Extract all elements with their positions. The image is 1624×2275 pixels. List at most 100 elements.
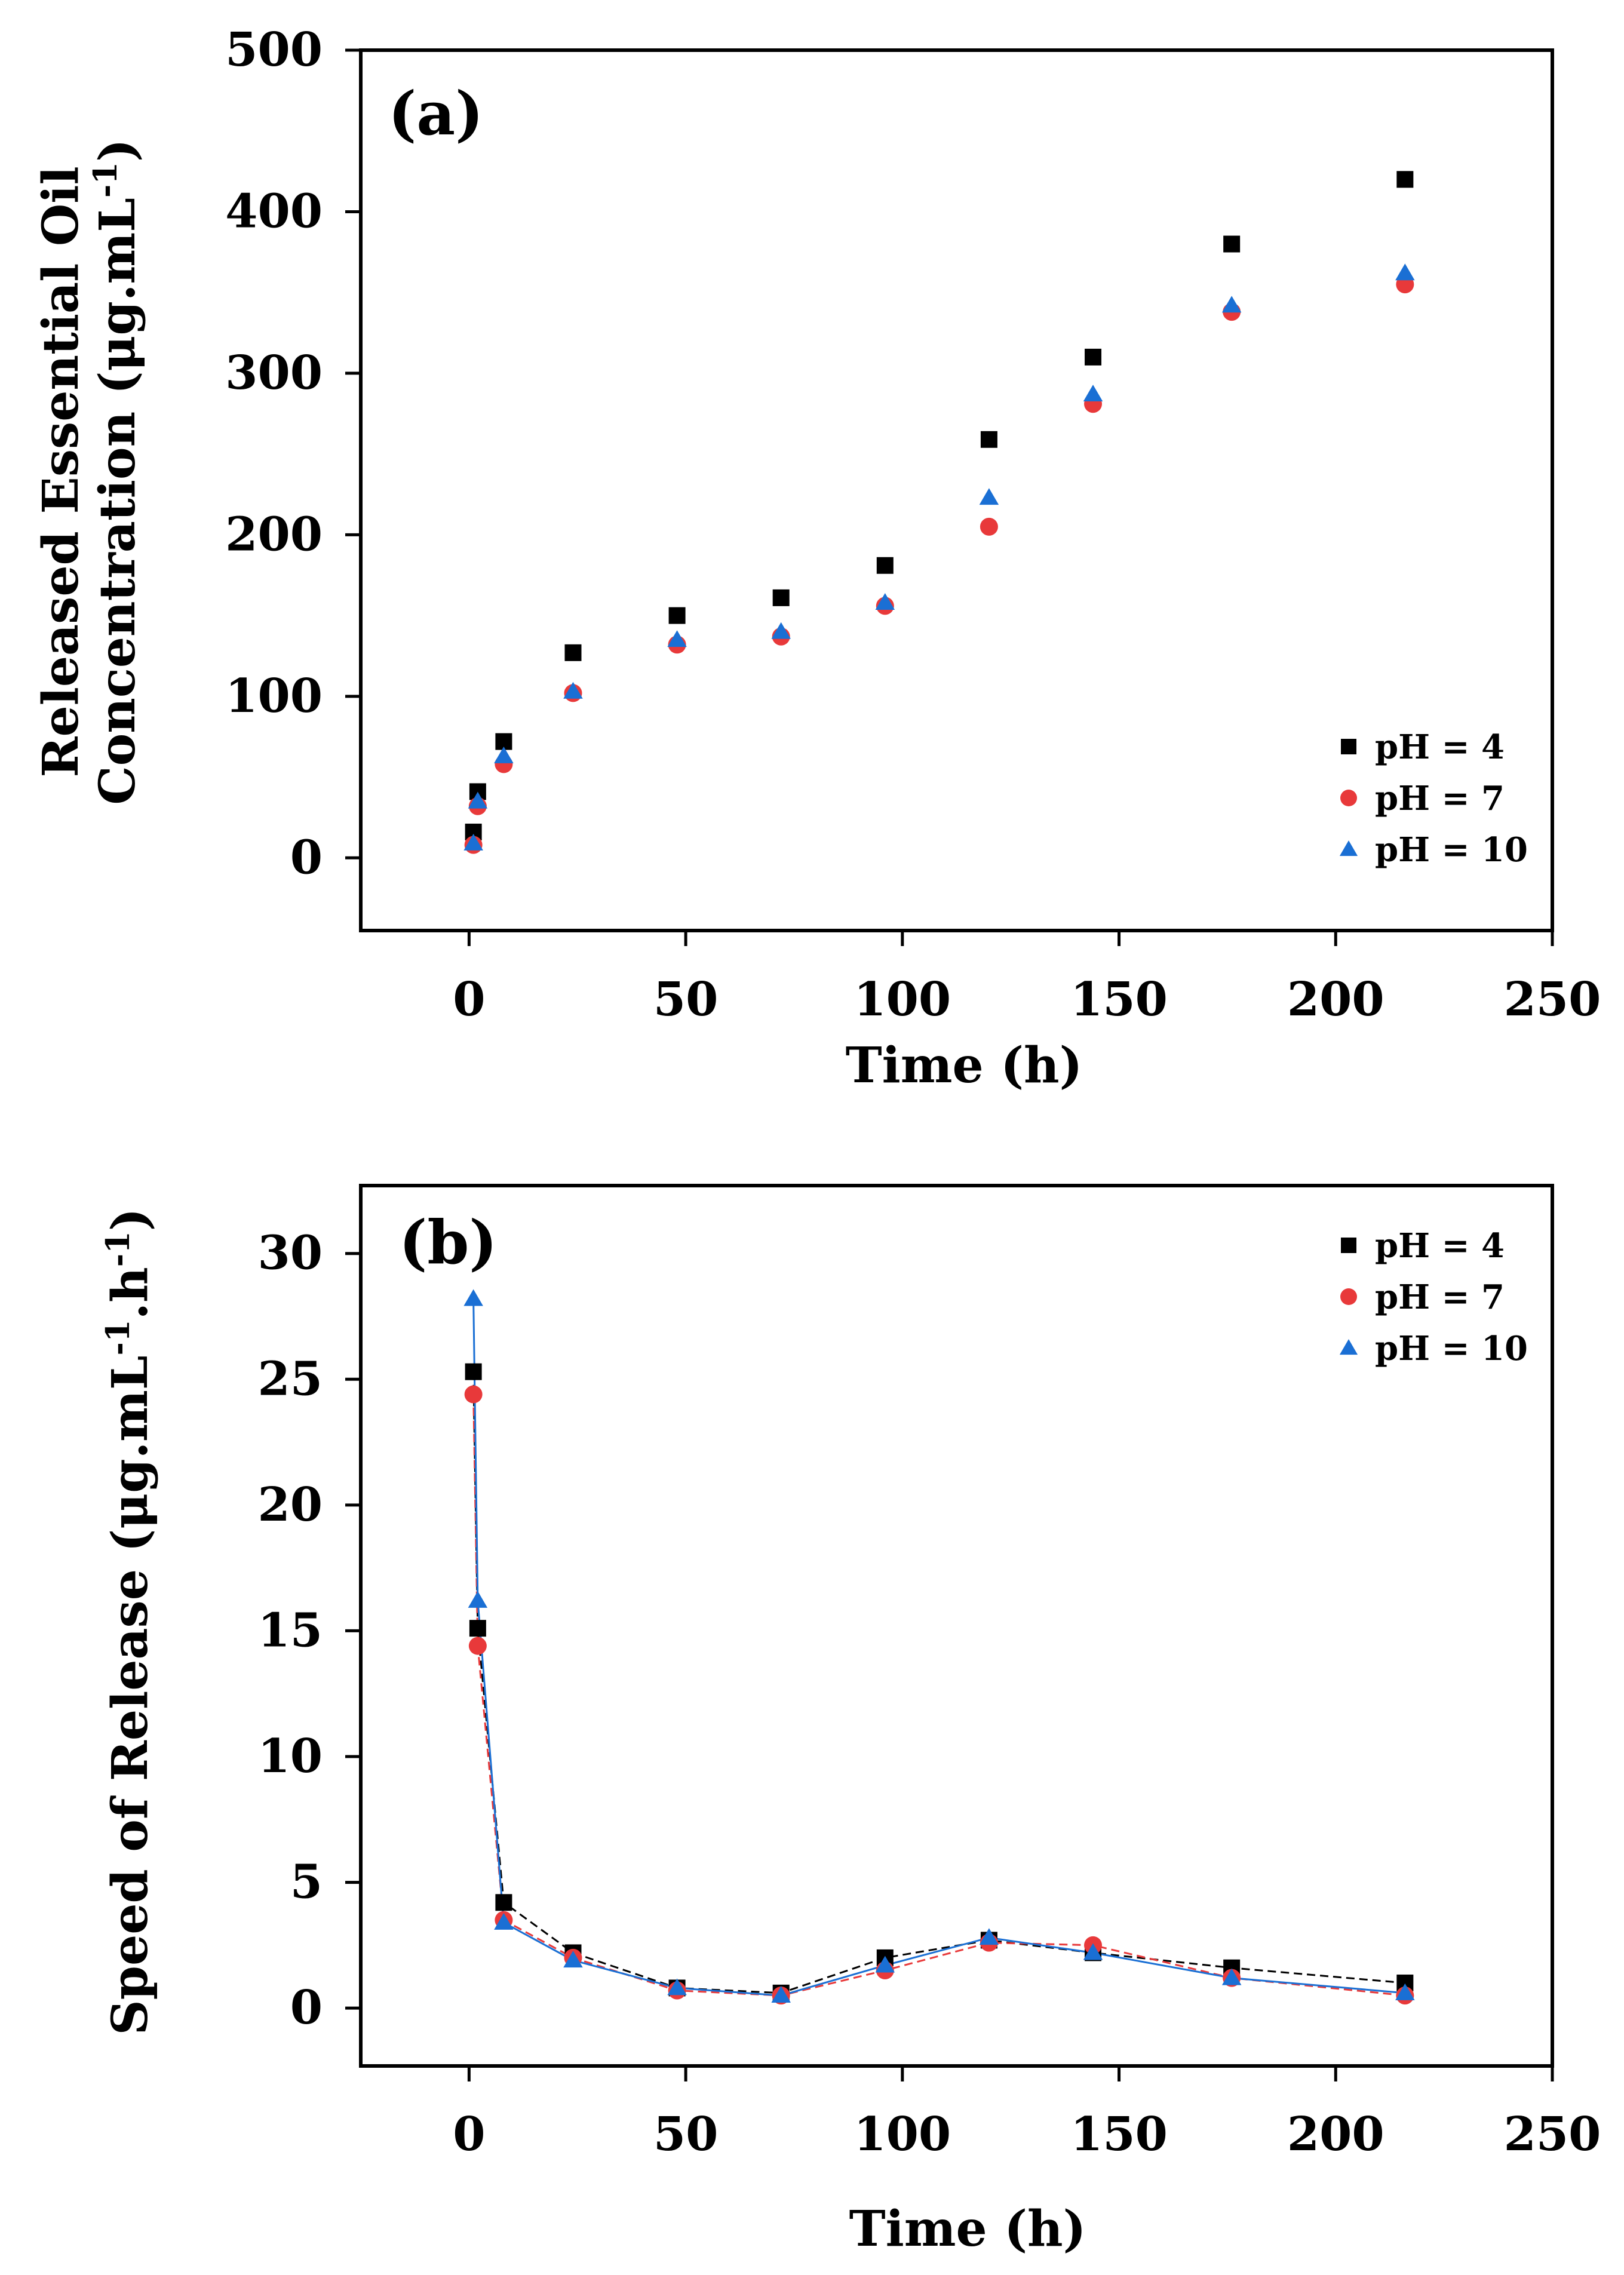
data-point [979, 1928, 999, 1945]
data-point [980, 431, 997, 448]
chart-a: 0 50 100 150 200 250 0 100 200 300 400 500 (a) Time… [32, 23, 1601, 1094]
data-point [468, 791, 488, 809]
y-tick-label: 5 [290, 1855, 323, 1909]
chart-b-y-label-sup2: -1 [99, 1231, 137, 1267]
legend-marker [1341, 1238, 1356, 1253]
chart-b-legend: pH = 4 pH = 7 pH = 10 [1339, 1226, 1528, 1368]
legend-marker [1340, 1288, 1357, 1305]
x-tick-label: 150 [1070, 972, 1168, 1027]
data-point [875, 593, 895, 610]
x-tick-label: 250 [1504, 2107, 1601, 2162]
data-point [979, 488, 999, 505]
data-point [1083, 1943, 1103, 1960]
y-tick-label: 10 [257, 1729, 323, 1783]
y-tick-label: 200 [225, 507, 323, 561]
series-line [472, 1371, 1405, 1994]
data-point [1395, 1983, 1415, 2000]
chart-a-y-label-line1: Released Essential Oil [32, 166, 90, 777]
data-point [494, 746, 514, 763]
data-point [771, 1986, 791, 2003]
chart-b-y-label-mid: .h [102, 1267, 159, 1319]
data-point [494, 1912, 514, 1930]
data-point [563, 1951, 583, 1968]
chart-b-lines [472, 1298, 1405, 1997]
chart-a-y-label-line2: Concentration (μg.mL-1) [86, 139, 146, 805]
x-tick-label: 50 [653, 972, 719, 1027]
chart-b-marks [463, 1289, 1415, 2005]
legend-label: pH = 7 [1375, 1278, 1505, 1317]
legend-marker [1339, 840, 1358, 856]
y-tick-label: 500 [225, 23, 323, 77]
data-point [980, 517, 998, 536]
x-tick-label: 150 [1070, 2107, 1168, 2162]
data-point [463, 833, 483, 851]
data-point [563, 681, 583, 699]
data-point [667, 1978, 687, 1995]
y-tick-label: 0 [290, 1981, 323, 2035]
x-tick-label: 100 [854, 2107, 951, 2162]
data-point [465, 1363, 482, 1380]
data-point [463, 1289, 483, 1306]
data-point [1083, 385, 1103, 402]
chart-a-x-axis-label: Time (h) [846, 1037, 1083, 1094]
chart-a-y-label-sup: -1 [86, 162, 124, 198]
chart-a-axes: 0 50 100 150 200 250 0 100 200 300 400 500 [225, 23, 1601, 1027]
legend-label: pH = 4 [1375, 727, 1505, 767]
y-tick-label: 100 [225, 669, 323, 723]
data-point [1221, 296, 1242, 313]
x-tick-label: 200 [1287, 2107, 1384, 2162]
data-point [495, 1894, 512, 1911]
chart-b: 0 50 100 150 200 250 0 5 10 15 20 25 30 (b) Time (h)… [99, 1184, 1601, 2258]
x-tick-label: 200 [1287, 972, 1384, 1027]
chart-a-plot-frame [359, 48, 1554, 932]
chart-b-plot-frame [359, 1184, 1554, 2068]
y-tick-label: 15 [257, 1603, 323, 1657]
x-tick-label: 250 [1504, 972, 1601, 1027]
chart-a-y-label-close: ) [89, 139, 146, 162]
legend-label: pH = 10 [1375, 1329, 1528, 1368]
legend-label: pH = 10 [1375, 830, 1528, 870]
legend-label: pH = 4 [1375, 1226, 1505, 1266]
chart-a-y-label-main: Concentration (μg.mL [89, 198, 146, 805]
chart-a-marks [463, 171, 1415, 854]
data-point [667, 630, 687, 647]
chart-a-panel-label: (a) [388, 78, 483, 149]
legend-marker [1340, 790, 1357, 806]
data-point [1395, 263, 1415, 281]
legend-label: pH = 7 [1375, 779, 1505, 818]
data-point [464, 1385, 483, 1404]
chart-b-y-label-main: Speed of Release (μg.mL [102, 1355, 159, 2035]
legend-marker [1339, 1339, 1358, 1355]
data-point [772, 589, 790, 606]
data-point [875, 1955, 895, 1973]
data-point [1223, 235, 1241, 253]
y-tick-label: 400 [225, 184, 323, 238]
chart-a-y-axis-label: Released Essential Oil Concentration (μg… [32, 139, 146, 805]
chart-b-x-axis-label: Time (h) [849, 2200, 1086, 2258]
y-tick-label: 0 [290, 830, 323, 885]
chart-b-y-label-sup1: -1 [99, 1319, 137, 1355]
chart-b-y-axis-label: Speed of Release (μg.mL-1.h-1) [99, 1208, 159, 2035]
chart-b-axes: 0 50 100 150 200 250 0 5 10 15 20 25 30 [257, 1226, 1601, 2162]
x-tick-label: 50 [653, 2107, 719, 2162]
series-line [472, 1298, 1405, 1997]
data-point [771, 622, 791, 639]
legend-marker [1341, 739, 1356, 754]
data-point [468, 1637, 487, 1655]
y-tick-label: 25 [257, 1352, 323, 1406]
chart-a-legend: pH = 4 pH = 7 pH = 10 [1339, 727, 1528, 870]
y-tick-label: 30 [257, 1226, 323, 1281]
x-tick-label: 100 [854, 972, 951, 1027]
x-tick-label: 0 [453, 972, 485, 1027]
chart-b-panel-label: (b) [399, 1207, 498, 1278]
data-point [876, 557, 894, 574]
x-tick-label: 0 [453, 2107, 485, 2162]
data-point [1396, 171, 1414, 188]
y-tick-label: 20 [257, 1478, 323, 1532]
chart-b-y-label-close: ) [102, 1208, 159, 1231]
data-point [468, 1591, 488, 1608]
data-point [469, 1620, 486, 1637]
y-tick-label: 300 [225, 346, 323, 400]
data-point [564, 644, 582, 661]
